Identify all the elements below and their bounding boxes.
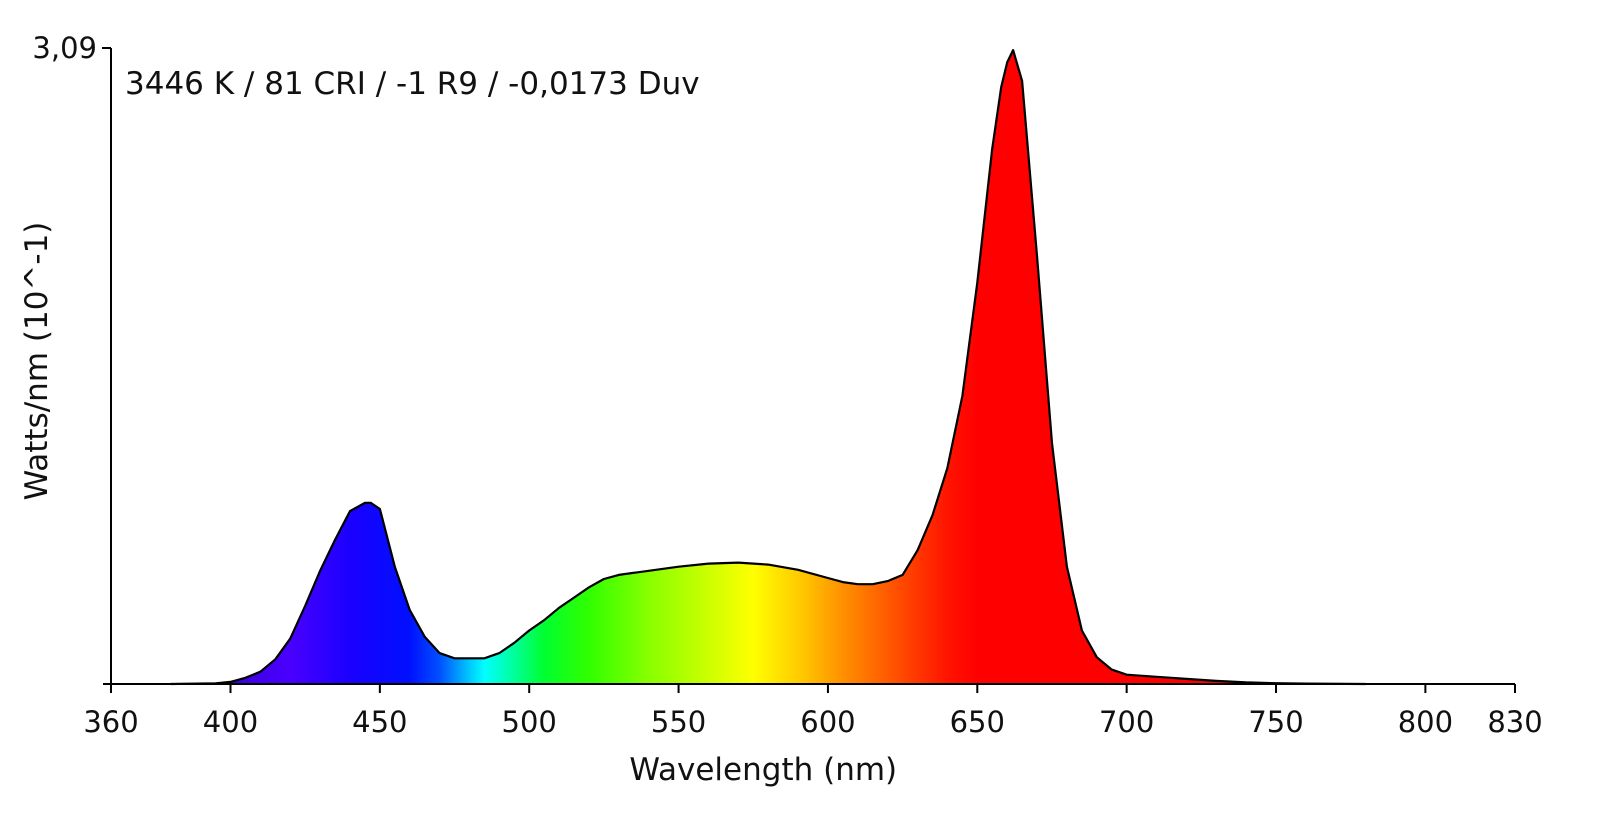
x-tick-label: 700	[1099, 705, 1154, 739]
x-tick-label: 830	[1487, 705, 1542, 739]
axes	[102, 47, 1516, 693]
spectrum-outline	[170, 49, 1366, 686]
chart-annotation: 3446 K / 81 CRI / -1 R9 / -0,0173 Duv	[125, 66, 700, 102]
spectrum-area	[170, 50, 1366, 685]
x-tick-label: 600	[800, 705, 855, 739]
y-axis-title: Watts/nm (10^-1)	[19, 222, 55, 501]
y-tick-label: 3,09	[32, 31, 97, 65]
x-tick-label: 750	[1248, 705, 1303, 739]
x-tick-label: 360	[83, 705, 138, 739]
x-tick-label: 650	[950, 705, 1005, 739]
x-axis-title: Wavelength (nm)	[629, 752, 897, 788]
plot-area	[170, 49, 1366, 686]
axis-labels: 360 400 450 500 550 600 650 700 750 800 830 3,09	[32, 31, 1542, 739]
x-tick-label: 500	[502, 705, 557, 739]
x-tick-label: 400	[203, 705, 258, 739]
x-tick-label: 450	[352, 705, 407, 739]
x-tick-label: 550	[651, 705, 706, 739]
x-tick-label: 800	[1398, 705, 1453, 739]
